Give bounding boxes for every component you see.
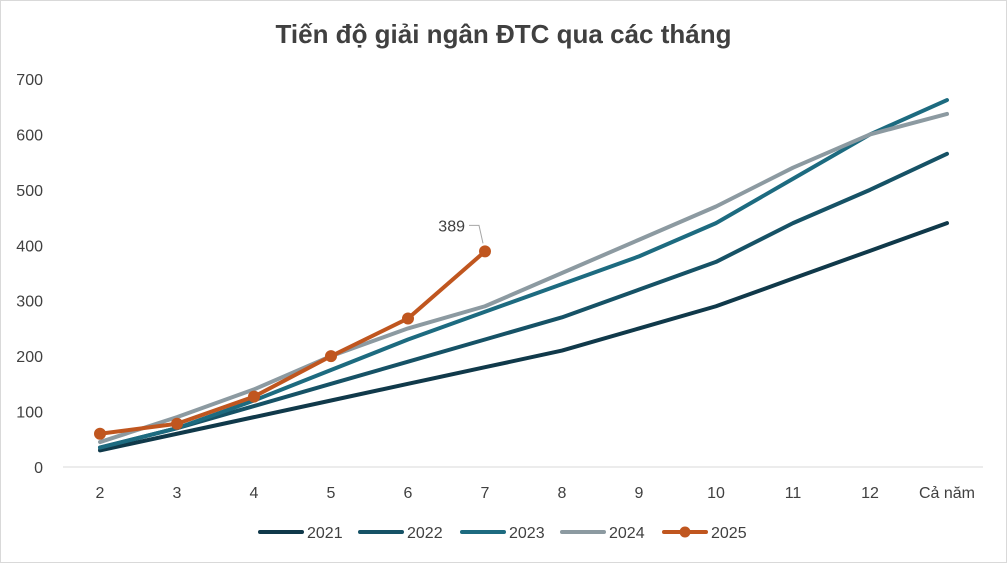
series-line-2021	[98, 221, 949, 453]
y-tick-label: 100	[16, 405, 43, 422]
data-point-2025	[325, 350, 337, 363]
data-point-2025	[402, 312, 414, 325]
x-tick-label: 4	[250, 485, 259, 502]
x-tick-label: Cả năm	[919, 485, 975, 502]
y-tick-label: 200	[16, 349, 43, 366]
legend-label: 2022	[407, 525, 443, 542]
x-tick-label: 2	[96, 485, 105, 502]
series-line-2023	[98, 98, 949, 450]
y-tick-label: 400	[16, 238, 43, 255]
y-tick-label: 500	[16, 183, 43, 200]
y-tick-label: 600	[16, 127, 43, 144]
y-tick-label: 0	[34, 460, 43, 477]
x-tick-label: 7	[481, 485, 490, 502]
x-tick-label: 3	[173, 485, 182, 502]
legend-label: 2024	[609, 525, 645, 542]
legend-label: 2023	[509, 525, 545, 542]
data-label: 389	[438, 218, 465, 235]
data-point-2025	[171, 417, 183, 430]
y-tick-label: 300	[16, 294, 43, 311]
series-line-2024	[98, 111, 949, 445]
legend-marker-2025	[679, 526, 691, 538]
series-line-2025	[98, 249, 487, 436]
x-tick-label: 10	[707, 485, 725, 502]
x-tick-label: 8	[558, 485, 567, 502]
x-tick-label: 5	[327, 485, 336, 502]
legend-label: 2025	[711, 525, 747, 542]
data-point-2025	[248, 390, 260, 403]
y-tick-label: 700	[16, 72, 43, 89]
chart-title: Tiến độ giải ngân ĐTC qua các tháng	[275, 19, 732, 49]
legend-label: 2021	[307, 525, 343, 542]
data-point-2025	[94, 427, 106, 440]
data-point-2025	[479, 245, 491, 258]
data-label-leader	[469, 224, 484, 244]
x-tick-label: 9	[635, 485, 644, 502]
x-tick-label: 6	[404, 485, 413, 502]
series-line-2022	[98, 151, 949, 450]
x-tick-label: 11	[785, 485, 802, 502]
x-tick-label: 12	[861, 485, 879, 502]
